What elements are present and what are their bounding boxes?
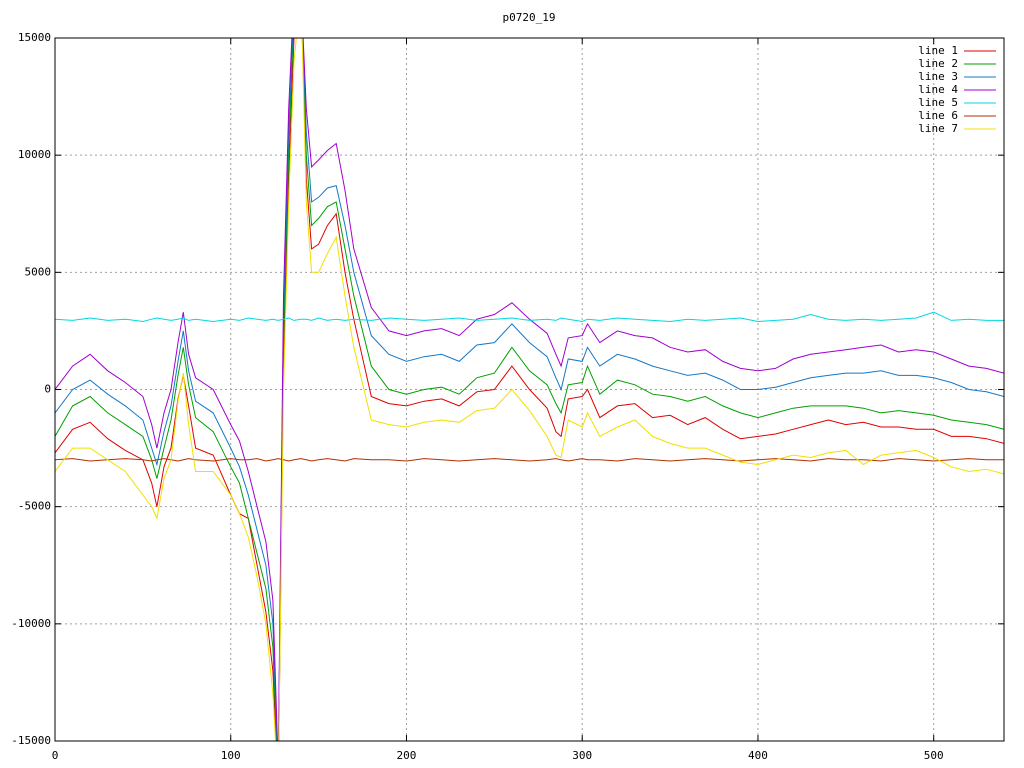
y-tick-label: -5000 <box>18 500 51 513</box>
x-tick-label: 100 <box>221 749 241 762</box>
legend-label: line 3 <box>918 70 958 83</box>
y-tick-label: 5000 <box>25 265 52 278</box>
y-tick-label: 0 <box>44 383 51 396</box>
data-line <box>55 38 1004 741</box>
x-tick-label: 400 <box>748 749 768 762</box>
chart-title: p0720_19 <box>503 11 556 24</box>
x-tick-label: 0 <box>52 749 59 762</box>
y-tick-label: 10000 <box>18 148 51 161</box>
x-tick-label: 200 <box>397 749 417 762</box>
x-tick-label: 500 <box>924 749 944 762</box>
legend-label: line 4 <box>918 83 958 96</box>
legend-label: line 1 <box>918 44 958 57</box>
legend-label: line 5 <box>918 96 958 109</box>
legend-label: line 2 <box>918 57 958 70</box>
x-tick-label: 300 <box>572 749 592 762</box>
y-tick-label: -10000 <box>11 617 51 630</box>
data-line <box>55 38 1004 741</box>
y-tick-label: -15000 <box>11 734 51 747</box>
legend-label: line 6 <box>918 109 958 122</box>
data-line <box>55 38 1004 741</box>
plot-area <box>55 38 1004 741</box>
legend-label: line 7 <box>918 122 958 135</box>
plot-border <box>54 37 1005 742</box>
y-tick-label: 15000 <box>18 31 51 44</box>
data-line <box>55 38 1004 741</box>
data-line <box>55 311 1004 323</box>
data-line <box>55 38 1004 741</box>
data-line <box>55 458 1004 462</box>
